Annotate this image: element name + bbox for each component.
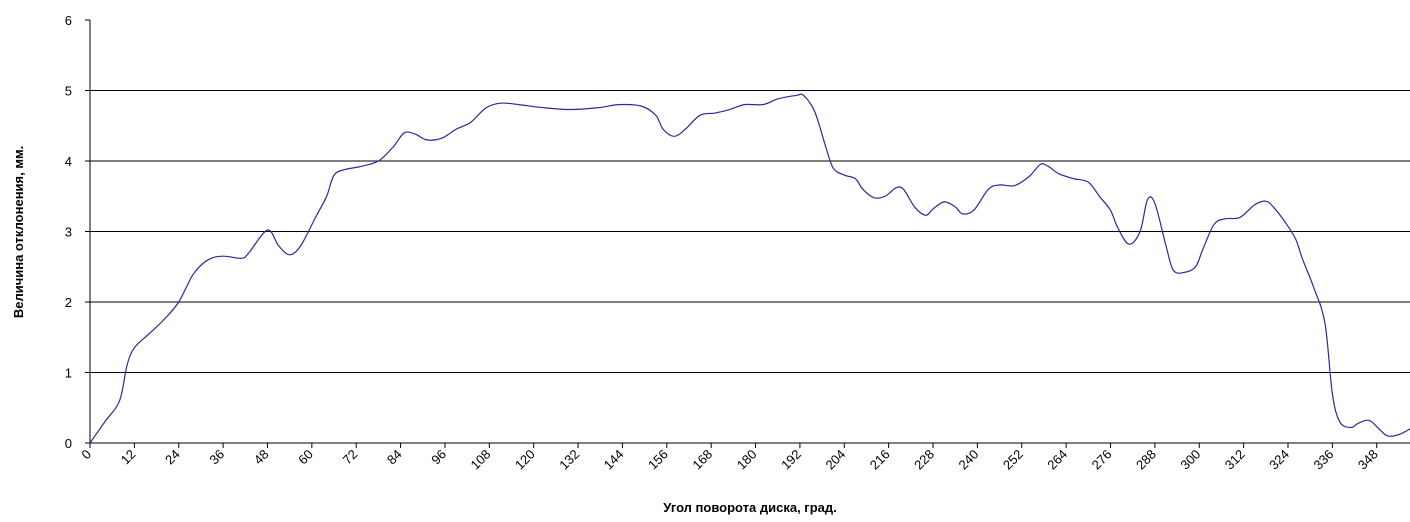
x-tick-label: 84 <box>384 447 405 468</box>
x-tick-label: 24 <box>162 447 183 468</box>
x-tick-label: 60 <box>295 447 316 468</box>
x-tick-label: 216 <box>867 447 893 473</box>
y-tick-label: 5 <box>65 84 72 99</box>
y-tick-label: 0 <box>65 436 72 451</box>
x-tick-label: 36 <box>206 447 227 468</box>
y-tick-label: 3 <box>65 225 72 240</box>
x-tick-label: 180 <box>734 447 760 473</box>
x-tick-label: 288 <box>1133 447 1159 473</box>
y-tick-label: 6 <box>65 13 72 28</box>
x-tick-label: 252 <box>1000 447 1026 473</box>
x-tick-label: 312 <box>1222 447 1248 473</box>
x-tick-label: 348 <box>1355 447 1381 473</box>
x-tick-label: 204 <box>822 447 848 473</box>
x-tick-label: 192 <box>778 447 804 473</box>
x-tick-label: 300 <box>1177 447 1203 473</box>
y-tick-label: 2 <box>65 295 72 310</box>
x-tick-label: 120 <box>512 447 538 473</box>
x-tick-label: 228 <box>911 447 937 473</box>
y-tick-label: 4 <box>65 154 72 169</box>
x-tick-label: 336 <box>1311 447 1337 473</box>
x-tick-label: 264 <box>1044 447 1070 473</box>
x-tick-label: 96 <box>428 447 449 468</box>
x-tick-label: 276 <box>1089 447 1115 473</box>
x-tick-label: 240 <box>956 447 982 473</box>
x-tick-label: 72 <box>340 447 361 468</box>
x-axis-label: Угол поворота диска, град. <box>663 500 837 515</box>
x-tick-label: 0 <box>78 447 94 463</box>
x-tick-label: 324 <box>1266 447 1292 473</box>
x-tick-label: 108 <box>467 447 493 473</box>
x-tick-label: 132 <box>556 447 582 473</box>
data-line <box>89 93 1410 444</box>
y-tick-label: 1 <box>65 366 72 381</box>
y-axis-label: Величина отклонения, мм. <box>11 146 26 318</box>
x-tick-label: 12 <box>118 447 139 468</box>
x-tick-label: 156 <box>645 447 671 473</box>
x-tick-label: 48 <box>251 447 272 468</box>
x-tick-label: 144 <box>601 447 627 473</box>
x-tick-label: 168 <box>689 447 715 473</box>
